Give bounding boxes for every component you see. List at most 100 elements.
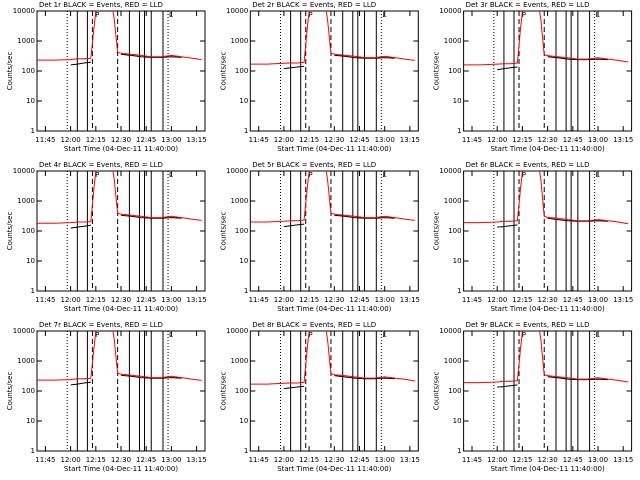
y-tick-label: 10000 <box>226 327 248 335</box>
y-tick-label: 10 <box>26 257 35 265</box>
y-tick-label: 10 <box>239 97 248 105</box>
x-axis-label: Start Time (04-Dec-11 11:40:00) <box>64 465 178 473</box>
x-axis-label: Start Time (04-Dec-11 11:40:00) <box>277 145 391 153</box>
x-tick-label: 12:15 <box>512 296 532 304</box>
series-clip <box>37 331 202 386</box>
panel-title: Det 3r BLACK = Events, RED = LLD <box>466 1 590 9</box>
annotation: L <box>382 171 386 179</box>
x-tick-label: 11:45 <box>462 456 482 464</box>
panel-title: Det 1r BLACK = Events, RED = LLD <box>39 1 163 9</box>
x-tick-label: 12:30 <box>538 456 558 464</box>
x-axis-label: Start Time (04-Dec-11 11:40:00) <box>490 465 604 473</box>
x-tick-label: 12:30 <box>538 136 558 144</box>
y-tick-label: 1000 <box>17 197 35 205</box>
x-tick-label: 13:15 <box>613 296 633 304</box>
annotation: L <box>596 331 600 339</box>
x-tick-label: 12:30 <box>324 456 344 464</box>
y-axis-label: Counts/sec <box>433 372 441 411</box>
x-tick-label: 12:45 <box>563 136 583 144</box>
y-axis-label: Counts/sec <box>433 52 441 91</box>
x-tick-label: 12:15 <box>86 456 106 464</box>
x-axis-label: Start Time (04-Dec-11 11:40:00) <box>490 305 604 313</box>
x-tick-label: 12:30 <box>324 296 344 304</box>
x-tick-label: 12:00 <box>61 456 81 464</box>
annotation: L <box>382 11 386 19</box>
panel: Det 7r BLACK = Events, RED = LLD 1 10 100 10… <box>6 321 207 473</box>
x-tick-label: 13:00 <box>375 136 395 144</box>
y-tick-label: 100 <box>235 67 248 75</box>
x-axis-label: Start Time (04-Dec-11 11:40:00) <box>277 305 391 313</box>
series-clip <box>250 11 415 70</box>
y-tick-label: 10000 <box>226 7 248 15</box>
x-tick-label: 13:15 <box>613 456 633 464</box>
annotation: P <box>308 171 312 179</box>
x-tick-label: 12:45 <box>136 296 156 304</box>
y-axis-label: Counts/sec <box>6 212 14 251</box>
y-tick-label: 1 <box>31 127 35 135</box>
panel: Det 4r BLACK = Events, RED = LLD 1 10 100 10… <box>6 161 207 313</box>
y-tick-label: 10 <box>453 417 462 425</box>
y-axis-label: Counts/sec <box>6 52 14 91</box>
y-tick-label: 1000 <box>17 37 35 45</box>
annotation: P <box>308 11 312 19</box>
y-axis-label: Counts/sec <box>6 372 14 411</box>
series-line <box>463 331 629 384</box>
panel-title: Det 4r BLACK = Events, RED = LLD <box>39 161 163 169</box>
x-tick-label: 12:00 <box>61 136 81 144</box>
y-tick-label: 100 <box>448 387 461 395</box>
panel-title: Det 5r BLACK = Events, RED = LLD <box>252 161 376 169</box>
annotation: P <box>522 11 526 19</box>
series-clip <box>463 331 629 388</box>
y-tick-label: 1 <box>457 127 461 135</box>
x-tick-label: 12:00 <box>61 296 81 304</box>
x-tick-label: 12:45 <box>563 296 583 304</box>
panel-title: Det 7r BLACK = Events, RED = LLD <box>39 321 163 329</box>
x-tick-label: 12:30 <box>111 456 131 464</box>
x-tick-label: 13:15 <box>187 296 207 304</box>
y-tick-label: 10000 <box>13 167 35 175</box>
y-tick-label: 1000 <box>444 357 462 365</box>
series-line <box>37 171 202 224</box>
series-line <box>250 331 415 385</box>
y-tick-label: 10 <box>26 97 35 105</box>
x-tick-label: 11:45 <box>249 136 269 144</box>
x-tick-label: 12:15 <box>86 136 106 144</box>
series-clip <box>250 331 415 390</box>
y-tick-label: 100 <box>22 67 35 75</box>
x-tick-label: 12:15 <box>512 456 532 464</box>
x-tick-label: 13:00 <box>375 456 395 464</box>
series-line <box>497 376 609 388</box>
y-tick-label: 100 <box>235 227 248 235</box>
series-clip <box>250 171 415 228</box>
panel-title: Det 9r BLACK = Events, RED = LLD <box>466 321 590 329</box>
series-line <box>463 11 629 66</box>
series-clip <box>463 11 629 71</box>
x-tick-label: 12:15 <box>299 456 319 464</box>
series-line <box>37 331 202 381</box>
series-line <box>283 375 395 390</box>
x-tick-label: 12:00 <box>274 456 294 464</box>
annotation: L <box>169 11 173 19</box>
y-tick-label: 1 <box>31 447 35 455</box>
x-tick-label: 12:45 <box>349 136 369 144</box>
x-tick-label: 11:45 <box>462 136 482 144</box>
y-tick-label: 10 <box>239 257 248 265</box>
y-tick-label: 10000 <box>13 327 35 335</box>
annotation: L <box>169 331 173 339</box>
annotation: P <box>522 171 526 179</box>
annotation: P <box>95 171 99 179</box>
series-clip <box>37 171 202 229</box>
x-axis-label: Start Time (04-Dec-11 11:40:00) <box>490 145 604 153</box>
y-tick-label: 100 <box>22 227 35 235</box>
x-tick-label: 11:45 <box>249 456 269 464</box>
x-tick-label: 13:15 <box>400 456 420 464</box>
annotation: P <box>308 331 312 339</box>
series-clip <box>37 11 202 66</box>
series-line <box>70 214 182 229</box>
x-tick-label: 13:15 <box>400 136 420 144</box>
x-axis-label: Start Time (04-Dec-11 11:40:00) <box>64 145 178 153</box>
y-tick-label: 1 <box>457 447 461 455</box>
y-tick-label: 1000 <box>230 357 248 365</box>
y-tick-label: 100 <box>22 387 35 395</box>
x-tick-label: 12:45 <box>563 456 583 464</box>
